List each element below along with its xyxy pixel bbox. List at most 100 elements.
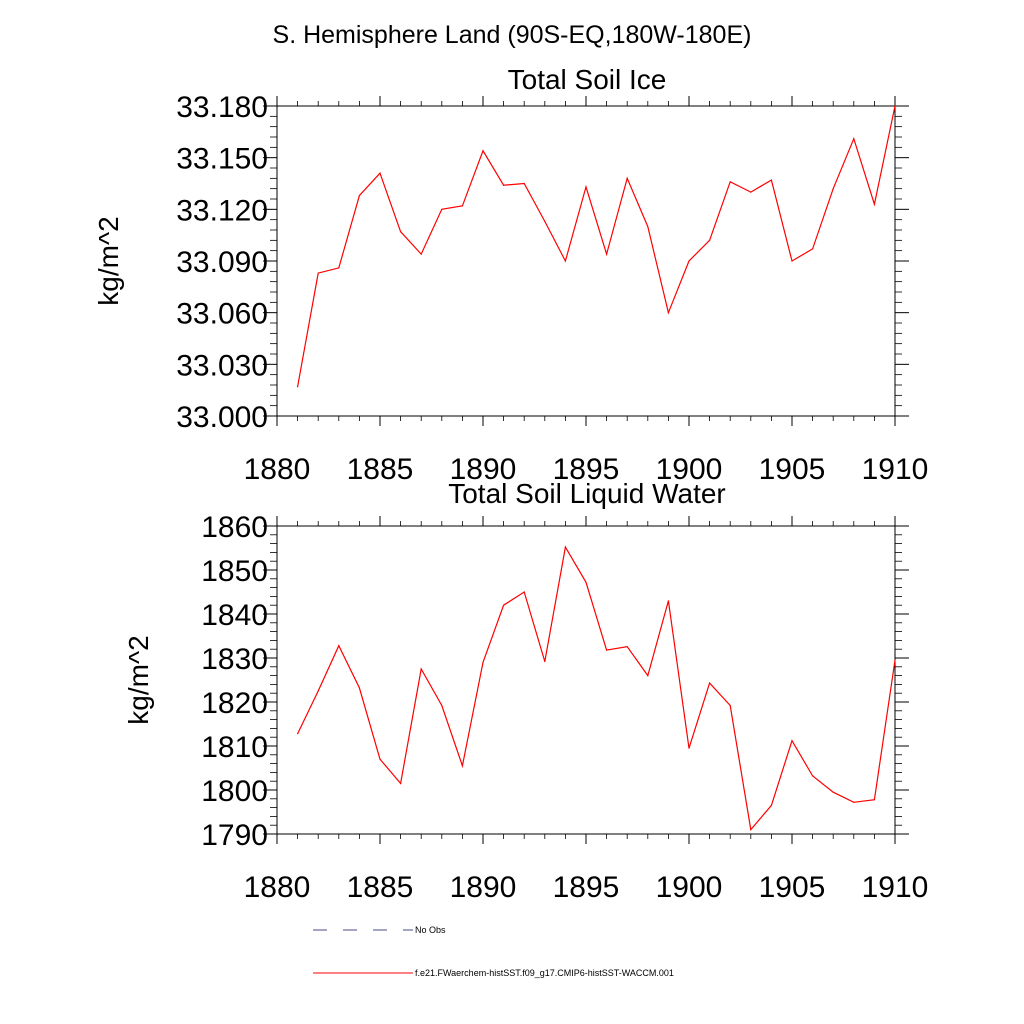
y-tick-label: 33.060 — [176, 298, 268, 331]
data-point — [770, 179, 773, 181]
data-point — [750, 829, 752, 831]
data-point — [461, 205, 463, 207]
plot-frame — [276, 525, 896, 835]
x-tick-label: 1890 — [450, 871, 517, 904]
data-point — [544, 220, 546, 222]
data-point — [791, 740, 793, 742]
data-point — [544, 660, 546, 663]
data-point — [688, 747, 690, 749]
chart-title: Total Soil Liquid Water — [448, 478, 726, 509]
series-line — [297, 105, 896, 387]
chart-title: Total Soil Ice — [508, 64, 667, 95]
x-tick-label: 1905 — [759, 871, 826, 904]
data-point — [647, 225, 649, 228]
data-point — [812, 248, 814, 250]
y-tick-label: 1790 — [201, 819, 268, 852]
data-point — [853, 801, 855, 803]
plot-frame — [276, 105, 896, 417]
legend-label-no-obs: No Obs — [415, 925, 446, 935]
x-tick-label: 1900 — [656, 871, 723, 904]
data-point — [379, 172, 381, 174]
data-point — [729, 704, 731, 707]
data-point — [482, 661, 484, 664]
x-tick-label: 1880 — [244, 871, 311, 904]
data-point — [585, 581, 587, 583]
data-point — [297, 386, 299, 388]
data-point — [523, 182, 525, 185]
data-point — [606, 649, 608, 651]
legend-label-model-run: f.e21.FWaerchem-histSST.f09_g17.CMIP6-hi… — [415, 968, 674, 978]
y-axis-label: kg/m^2 — [123, 635, 154, 724]
data-point — [400, 231, 402, 233]
data-point — [873, 799, 876, 801]
data-point — [750, 191, 752, 193]
data-point — [688, 260, 690, 262]
data-point — [441, 704, 443, 707]
y-tick-label: 33.120 — [176, 194, 268, 227]
data-point — [461, 765, 463, 767]
x-tick-label: 1905 — [759, 453, 826, 486]
y-tick-label: 33.180 — [176, 91, 268, 124]
data-point — [626, 177, 628, 179]
y-tick-label: 1810 — [201, 731, 268, 764]
data-point — [297, 733, 299, 735]
data-point — [585, 186, 587, 188]
data-point — [482, 150, 484, 152]
data-point — [317, 272, 319, 274]
y-tick-label: 33.030 — [176, 349, 268, 382]
data-point — [420, 668, 422, 670]
data-point — [503, 604, 505, 606]
data-point — [832, 791, 834, 793]
y-tick-label: 1820 — [201, 687, 268, 720]
data-point — [564, 260, 567, 262]
data-point — [503, 184, 505, 186]
y-axis-label: kg/m^2 — [93, 216, 124, 305]
data-point — [729, 181, 731, 183]
y-tick-label: 1800 — [201, 775, 268, 808]
data-point — [667, 600, 670, 602]
data-point — [338, 645, 340, 647]
y-tick-label: 1860 — [201, 511, 268, 544]
data-point — [379, 758, 381, 760]
x-tick-label: 1900 — [656, 453, 723, 486]
x-tick-label: 1895 — [553, 871, 620, 904]
x-tick-label: 1890 — [450, 453, 517, 486]
data-point — [317, 690, 319, 692]
data-point — [606, 253, 608, 255]
data-point — [709, 239, 711, 241]
data-point — [812, 775, 814, 777]
main-title: S. Hemisphere Land (90S-EQ,180W-180E) — [273, 21, 752, 49]
data-point — [647, 675, 649, 677]
x-tick-label: 1885 — [347, 453, 414, 486]
legend: No Obs f.e21.FWaerchem-histSST.f09_g17.C… — [313, 925, 674, 978]
x-tick-label: 1880 — [244, 453, 311, 486]
data-point — [441, 208, 443, 210]
data-point — [358, 687, 360, 689]
data-point — [709, 682, 711, 684]
x-tick-label: 1885 — [347, 871, 414, 904]
y-tick-label: 33.000 — [176, 401, 268, 434]
x-tick-label: 1895 — [553, 453, 620, 486]
data-point — [832, 188, 834, 190]
data-point — [667, 312, 670, 314]
data-point — [626, 645, 628, 648]
x-tick-label: 1910 — [862, 871, 929, 904]
panel-total-soil-liquid-water: Total Soil Liquid Water kg/m^2 1880 1885 1… — [123, 478, 928, 904]
y-tick-label: 1840 — [201, 599, 268, 632]
series-line — [297, 545, 896, 831]
data-point — [564, 546, 567, 548]
data-point — [420, 253, 422, 255]
data-point — [894, 105, 896, 107]
data-point — [873, 203, 876, 205]
y-tick-label: 1850 — [201, 555, 268, 588]
x-tick-label: 1910 — [862, 453, 929, 486]
data-point — [338, 267, 340, 269]
y-tick-label: 1830 — [201, 643, 268, 676]
data-point — [894, 659, 896, 661]
panel-total-soil-ice: Total Soil Ice kg/m^2 1880 1885 1890 1895 19… — [93, 64, 928, 486]
data-point — [400, 782, 402, 785]
data-point — [770, 804, 773, 807]
y-tick-label: 33.090 — [176, 246, 268, 279]
data-point — [791, 260, 793, 262]
data-point — [358, 194, 360, 197]
